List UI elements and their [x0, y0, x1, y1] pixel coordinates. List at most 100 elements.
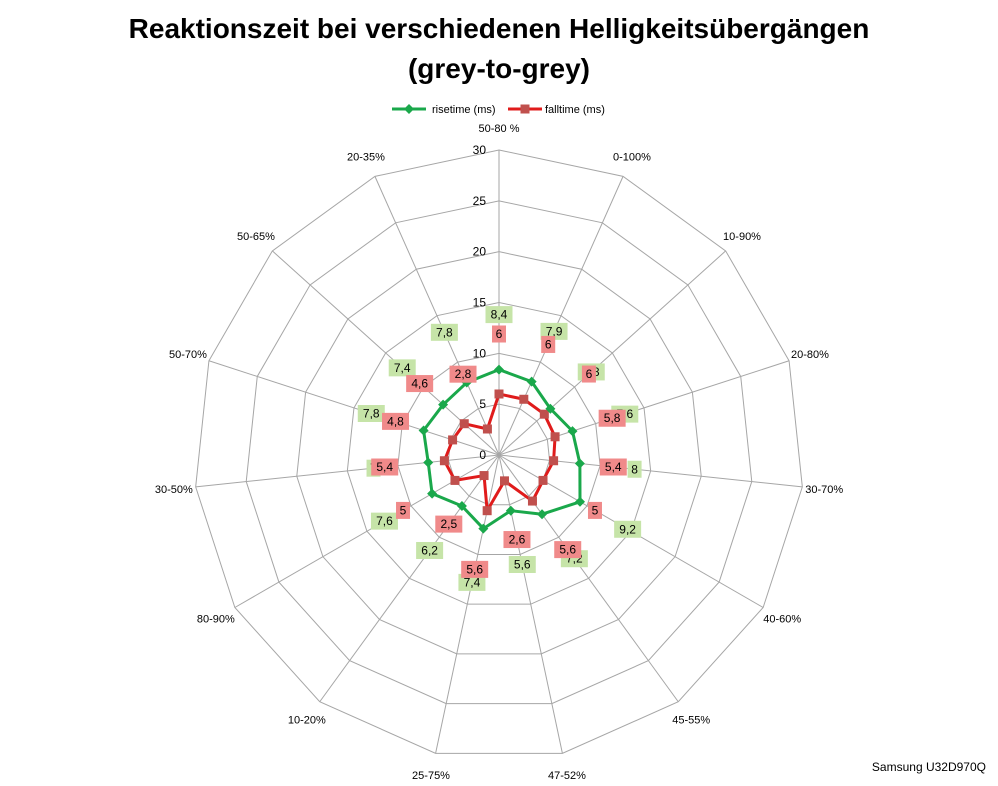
falltime-data-label: 4,6: [411, 377, 428, 391]
risetime-data-label: 5,6: [514, 557, 531, 571]
risetime-data-label-bg: [540, 322, 568, 340]
risetime-data-label-bg: [416, 541, 444, 559]
category-label: 25-75%: [412, 770, 450, 782]
risetime-data-label: 9,2: [619, 522, 636, 536]
chart-title-line-2: (grey-to-grey): [407, 53, 590, 84]
grid-spoke: [319, 454, 500, 703]
grid-ring: [245, 200, 753, 705]
falltime-point: [494, 389, 504, 399]
risetime-point: [438, 399, 449, 410]
risetime-point: [537, 509, 548, 520]
falltime-data-label-bg: [581, 365, 596, 383]
risetime-point: [567, 426, 578, 437]
risetime-data-label: 8,4: [491, 308, 508, 322]
falltime-data-label: 5,4: [605, 460, 622, 474]
falltime-point: [482, 506, 492, 516]
grid-ring: [447, 403, 551, 506]
risetime-point: [418, 425, 429, 436]
falltime-point: [519, 394, 529, 404]
risetime-data-label-bg: [370, 512, 398, 530]
falltime-point: [550, 432, 560, 442]
falltime-data-label-bg: [554, 541, 582, 559]
risetime-data-label-bg: [614, 520, 642, 538]
falltime-data-label: 2,5: [440, 517, 457, 531]
grid-spoke: [498, 454, 563, 754]
falltime-data-label: 5,6: [466, 562, 483, 576]
risetime-data-label: 7,8: [363, 406, 380, 420]
falltime-data-label: 6: [545, 337, 552, 351]
monitor-model-credit: Samsung U32D970Q: [871, 760, 986, 774]
category-label: 40-60%: [763, 614, 801, 626]
risetime-point: [545, 403, 556, 414]
category-label: 10-20%: [288, 715, 326, 727]
grid-ring: [195, 149, 803, 754]
risetime-point: [423, 457, 434, 468]
falltime-data-label-bg: [541, 335, 556, 353]
falltime-data-label: 2,6: [509, 533, 526, 547]
risetime-point: [574, 458, 585, 469]
falltime-point: [439, 456, 449, 466]
falltime-data-label: 5: [592, 503, 599, 517]
falltime-data-label-bg: [599, 458, 627, 476]
category-label: 20-35%: [347, 151, 385, 163]
risetime-point: [505, 505, 516, 516]
legend-falltime-marker: [520, 104, 530, 114]
chart-title-line-1: Reaktionszeit bei verschiedenen Helligke…: [128, 13, 870, 44]
falltime-data-label: 5,4: [376, 460, 393, 474]
risetime-data-label: 8: [631, 462, 638, 476]
axis-tick-label: 0: [479, 448, 486, 462]
falltime-data-label-bg: [598, 409, 626, 427]
risetime-data-label: 7,6: [376, 514, 393, 528]
category-label: 30-50%: [155, 484, 193, 496]
axis-tick-label: 15: [473, 296, 487, 310]
category-label: 10-90%: [723, 231, 761, 243]
risetime-data-label: 7,8: [436, 325, 453, 339]
falltime-data-label: 5,6: [559, 543, 576, 557]
grid-ring: [296, 251, 702, 655]
risetime-point: [494, 364, 504, 375]
legend-risetime-label: risetime (ms): [432, 104, 496, 116]
risetime-data-label: 6,2: [421, 543, 438, 557]
risetime-data-label-bg: [430, 323, 458, 341]
falltime-point: [459, 419, 469, 429]
falltime-point: [527, 496, 537, 506]
grid-ring: [397, 352, 601, 555]
axis-tick-label: 30: [473, 143, 487, 157]
falltime-data-label-bg: [503, 531, 531, 549]
category-label: 80-90%: [197, 614, 235, 626]
falltime-data-label-bg: [435, 515, 463, 533]
risetime-data-label-bg: [508, 555, 536, 573]
falltime-data-label-bg: [461, 560, 489, 578]
falltime-data-label: 6: [496, 327, 503, 341]
category-label: 0-100%: [613, 151, 651, 163]
falltime-point: [549, 456, 559, 466]
category-label: 50-70%: [169, 349, 207, 361]
falltime-point: [482, 424, 492, 434]
risetime-point: [575, 496, 586, 507]
risetime-data-label: 7,4: [394, 361, 411, 375]
legend-falltime-label: falltime (ms): [545, 104, 605, 116]
falltime-data-label: 4,8: [387, 414, 404, 428]
legend-risetime-marker: [404, 104, 414, 114]
falltime-point: [450, 475, 460, 485]
grid-ring: [346, 301, 652, 605]
category-label: 47-52%: [548, 770, 586, 782]
grid-spoke: [435, 454, 500, 754]
falltime-data-label-bg: [492, 325, 506, 343]
axis-tick-label: 20: [473, 245, 487, 259]
falltime-point: [499, 476, 509, 486]
falltime-data-label: 5,8: [604, 411, 621, 425]
falltime-point: [448, 435, 458, 445]
grid-spoke: [498, 250, 726, 456]
axis-tick-label: 25: [473, 194, 487, 208]
falltime-data-label-bg: [587, 501, 602, 519]
falltime-data-label: 2,8: [455, 367, 472, 381]
risetime-point: [427, 488, 438, 499]
falltime-data-label: 5: [400, 503, 407, 517]
grid-spoke: [498, 176, 624, 456]
falltime-series-line: [442, 392, 557, 513]
risetime-data-label-bg: [485, 306, 513, 324]
category-label: 30-70%: [805, 484, 843, 496]
